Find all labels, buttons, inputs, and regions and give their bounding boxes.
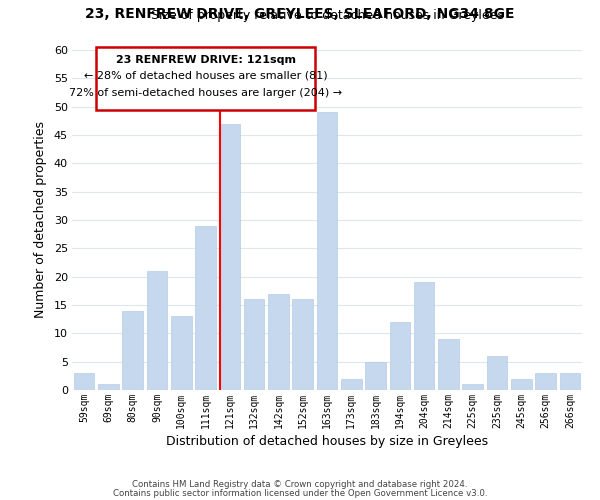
- Bar: [220, 124, 240, 390]
- Bar: [317, 112, 337, 390]
- Bar: [122, 310, 143, 390]
- Bar: [195, 226, 216, 390]
- Text: 23, RENFREW DRIVE, GREYLEES, SLEAFORD, NG34 8GE: 23, RENFREW DRIVE, GREYLEES, SLEAFORD, N…: [85, 8, 515, 22]
- Bar: [560, 373, 580, 390]
- Bar: [414, 282, 434, 390]
- Text: Contains HM Land Registry data © Crown copyright and database right 2024.: Contains HM Land Registry data © Crown c…: [132, 480, 468, 489]
- Bar: [292, 300, 313, 390]
- Bar: [535, 373, 556, 390]
- Bar: [146, 271, 167, 390]
- Bar: [244, 300, 265, 390]
- Title: Size of property relative to detached houses in Greylees: Size of property relative to detached ho…: [151, 10, 503, 22]
- Text: ← 28% of detached houses are smaller (81): ← 28% of detached houses are smaller (81…: [84, 70, 328, 81]
- FancyBboxPatch shape: [96, 47, 315, 110]
- Bar: [463, 384, 483, 390]
- Bar: [438, 339, 459, 390]
- Bar: [389, 322, 410, 390]
- X-axis label: Distribution of detached houses by size in Greylees: Distribution of detached houses by size …: [166, 435, 488, 448]
- Text: 23 RENFREW DRIVE: 121sqm: 23 RENFREW DRIVE: 121sqm: [116, 55, 296, 65]
- Text: Contains public sector information licensed under the Open Government Licence v3: Contains public sector information licen…: [113, 488, 487, 498]
- Bar: [171, 316, 191, 390]
- Bar: [268, 294, 289, 390]
- Bar: [98, 384, 119, 390]
- Bar: [511, 378, 532, 390]
- Bar: [341, 378, 362, 390]
- Y-axis label: Number of detached properties: Number of detached properties: [34, 122, 47, 318]
- Text: 72% of semi-detached houses are larger (204) →: 72% of semi-detached houses are larger (…: [69, 88, 342, 98]
- Bar: [365, 362, 386, 390]
- Bar: [74, 373, 94, 390]
- Bar: [487, 356, 508, 390]
